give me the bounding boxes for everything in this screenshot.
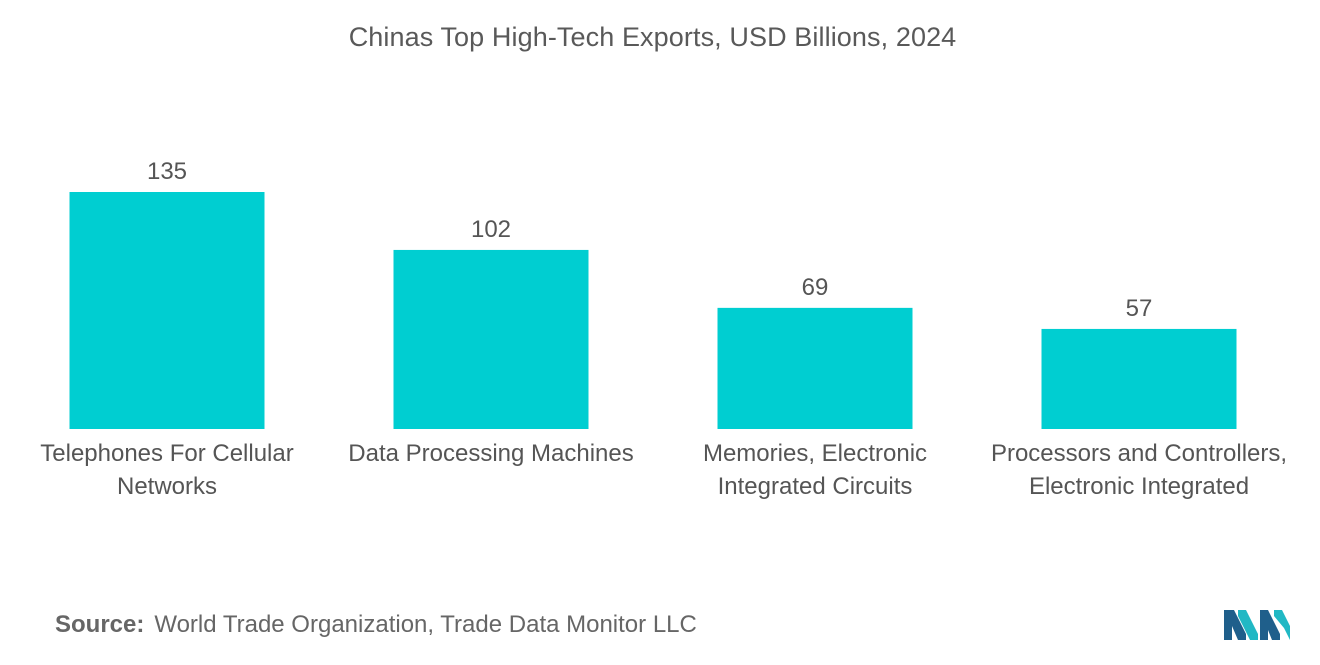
category-label-2: Data Processing Machines: [348, 440, 634, 467]
category-label-1: Telephones For Cellular Networks: [40, 440, 294, 500]
category-label-4: Processors and Controllers, Electronic I…: [990, 440, 1288, 500]
category-label-3: Memories, Electronic Integrated Circuits: [702, 440, 928, 500]
bar-1: [69, 192, 265, 429]
bar-3: [717, 307, 913, 429]
chart-title: Chinas Top High-Tech Exports, USD Billio…: [348, 22, 957, 52]
data-label-1: 135: [147, 158, 187, 185]
data-label-2: 102: [471, 216, 511, 243]
source-note: Source: World Trade Organization, Trade D…: [55, 611, 697, 639]
source-text: World Trade Organization, Trade Data Mon…: [154, 611, 697, 638]
source-label: Source:: [55, 611, 145, 638]
bar-4: [1041, 328, 1237, 429]
mordor-intelligence-logo-icon: [1224, 610, 1290, 640]
data-label-3: 69: [802, 274, 829, 301]
bar-chart: 135 102 69 57: [69, 158, 1237, 429]
data-label-4: 57: [1126, 295, 1153, 322]
bar-2: [393, 249, 589, 429]
